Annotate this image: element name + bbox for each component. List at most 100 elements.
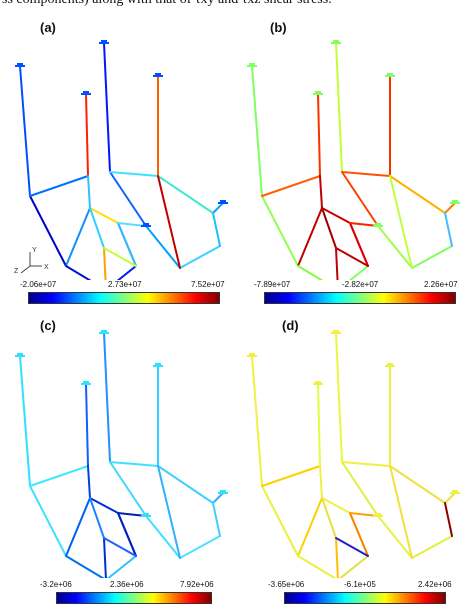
truss-member (109, 461, 147, 517)
load-marker (218, 490, 228, 494)
truss-plot: Y X Z (14, 40, 228, 280)
load-marker (218, 200, 228, 204)
load-marker (15, 353, 25, 357)
colorbar (264, 292, 456, 304)
truss-member (335, 42, 343, 173)
truss-member (103, 537, 137, 557)
colorbar-mid: 2.73e+07 (108, 280, 142, 289)
truss-member (261, 175, 321, 197)
panel-label: (a) (40, 20, 56, 35)
truss-member (157, 175, 181, 269)
truss-member (297, 265, 324, 280)
truss-member (377, 515, 413, 559)
truss-member (117, 222, 137, 267)
truss-member (389, 465, 413, 559)
truss-member (157, 175, 214, 214)
truss-member (179, 245, 221, 269)
truss-member (85, 383, 89, 467)
truss-member (335, 247, 369, 267)
truss-member (444, 502, 453, 537)
colorbar-mid: -6.1e+05 (344, 580, 376, 589)
truss-plot (247, 330, 460, 578)
truss-member (377, 225, 413, 269)
axis-y-label: Y (32, 247, 37, 254)
load-marker (141, 223, 151, 227)
panel-c: (c) -3.2e+06 2.36e+06 7.92e+06 (8, 310, 238, 610)
truss-member (389, 175, 413, 269)
truss-plot (247, 40, 460, 280)
colorbar (56, 592, 212, 604)
load-marker (153, 73, 163, 77)
colorbar (28, 292, 220, 304)
colorbar-mid: 2.36e+06 (110, 580, 144, 589)
truss-member (341, 171, 391, 177)
load-marker (153, 363, 163, 367)
truss-member (297, 207, 323, 267)
truss-member (261, 195, 299, 267)
truss-member (319, 465, 323, 499)
truss-member (321, 207, 337, 249)
load-marker (331, 330, 341, 334)
truss-member (19, 355, 31, 487)
panel-label: (c) (40, 318, 56, 333)
load-marker (313, 91, 323, 95)
truss-member (157, 465, 181, 559)
load-marker (99, 40, 109, 44)
truss-member (29, 485, 67, 557)
truss-member (411, 245, 453, 269)
truss-member (19, 65, 31, 197)
load-marker (247, 353, 257, 357)
panel-d: (d) -3.65e+06 -6.1e+05 2.42e+06 (240, 310, 470, 610)
truss-member (29, 195, 67, 267)
truss-member (297, 497, 323, 557)
truss-member (212, 492, 224, 504)
truss-member (348, 265, 369, 280)
truss-member (145, 515, 181, 559)
truss-member (319, 175, 323, 209)
load-marker (373, 223, 383, 227)
truss-member (103, 247, 107, 280)
truss-member (65, 265, 92, 280)
truss-member (389, 465, 446, 504)
panel-label: (d) (282, 318, 299, 333)
truss-member (65, 207, 91, 267)
truss-member (109, 461, 159, 467)
truss-member (212, 202, 224, 214)
colorbar-mid: -2.82e+07 (342, 280, 379, 289)
truss-member (389, 175, 446, 214)
load-marker (81, 91, 91, 95)
truss-member (317, 93, 321, 177)
panel-b: (b) -7.89e+07 -2.82e+07 2.26e+07 (240, 18, 470, 318)
panel-a: (a) Y X Z -2.06e+07 2.73e+07 7.52e+07 (8, 18, 238, 318)
truss-member (157, 465, 214, 504)
axes-triad-icon: Y X Z (14, 247, 49, 275)
truss-member (29, 175, 89, 197)
load-marker (385, 73, 395, 77)
truss-member (145, 225, 181, 269)
truss-member (212, 502, 221, 537)
load-marker (81, 381, 91, 385)
truss-member (321, 207, 351, 224)
axis-x-label: X (44, 264, 49, 271)
colorbar (284, 592, 446, 604)
truss-plot (15, 330, 228, 578)
truss-member (317, 383, 321, 467)
load-marker (247, 63, 257, 67)
load-marker (331, 40, 341, 44)
truss-member (179, 535, 221, 559)
truss-member (103, 247, 137, 267)
load-marker (15, 63, 25, 67)
truss-member (65, 497, 91, 557)
truss-member (109, 171, 147, 227)
truss-member (341, 461, 391, 467)
truss-member (116, 265, 137, 280)
load-marker (141, 513, 151, 517)
truss-member (89, 207, 105, 249)
truss-member (103, 42, 111, 173)
load-marker (385, 363, 395, 367)
truss-member (444, 212, 453, 247)
truss-member (261, 465, 321, 487)
truss-member (341, 171, 379, 227)
load-marker (99, 330, 109, 334)
colorbar-min: -3.2e+06 (40, 580, 72, 589)
